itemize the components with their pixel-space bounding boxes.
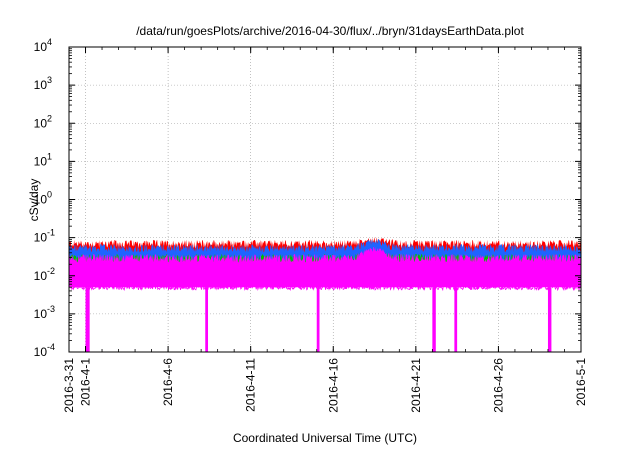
x-tick-label: 2016-4-1: [79, 358, 93, 406]
y-tick-label: 10: [34, 307, 48, 321]
y-tick-exponent: -1: [47, 228, 55, 238]
x-tick-label: 2016-4-11: [244, 358, 258, 412]
axis-ticks: [68, 46, 582, 353]
y-tick-label: 10: [34, 154, 48, 168]
chart-title: /data/run/goesPlots/archive/2016-04-30/f…: [136, 24, 524, 38]
series-magenta-band: [69, 246, 581, 288]
grid-lines: [69, 47, 581, 352]
y-tick-exponent: -4: [47, 342, 55, 352]
dropout-spike: [85, 287, 90, 352]
y-tick-label: 10: [34, 40, 48, 54]
y-tick-exponent: -3: [47, 304, 55, 314]
y-tick-base: 10: [34, 116, 48, 130]
y-tick-base: 10: [34, 231, 48, 245]
dropout-spike: [454, 287, 458, 352]
y-tick-label: 10: [34, 116, 48, 130]
y-tick-label: 10: [34, 231, 48, 245]
y-tick-base: 10: [34, 40, 48, 54]
y-tick-exponent: 3: [47, 75, 52, 85]
y-axis-label: cSv/day: [27, 179, 41, 222]
x-tick-label: 2016-4-21: [409, 358, 423, 413]
x-tick-label: 2016-5-1: [574, 358, 588, 406]
y-tick-base: 10: [34, 78, 48, 92]
x-tick-label: 2016-3-31: [62, 358, 76, 413]
y-tick-base: 10: [34, 345, 48, 359]
y-tick-exponent: 0: [47, 190, 52, 200]
y-tick-base: 10: [34, 307, 48, 321]
series-magenta-fringe: [68, 283, 582, 292]
y-tick-label: 10: [34, 269, 48, 283]
dropout-spike: [205, 287, 209, 352]
y-tick-base: 10: [34, 269, 48, 283]
x-tick-label: 2016-4-6: [161, 358, 175, 406]
x-tick-label: 2016-4-16: [326, 358, 340, 413]
y-tick-exponent: 2: [47, 113, 52, 123]
y-tick-base: 10: [34, 154, 48, 168]
y-tick-label: 10: [34, 193, 48, 207]
data-layer: [68, 237, 582, 352]
y-tick-exponent: 1: [47, 151, 52, 161]
x-tick-label: 2016-4-26: [491, 358, 505, 413]
y-tick-label: 10: [34, 78, 48, 92]
y-tick-exponent: -2: [47, 266, 55, 276]
y-tick-base: 10: [34, 193, 48, 207]
dropout-spike: [316, 287, 320, 352]
y-tick-label: 10: [34, 345, 48, 359]
dropout-spike: [432, 287, 436, 352]
x-axis-label: Coordinated Universal Time (UTC): [233, 431, 417, 445]
dropout-spike: [547, 287, 552, 352]
x-tick-labels: 2016-3-31 2016-4-1 2016-4-6 2016-4-11 2016-4…: [62, 358, 588, 413]
y-tick-exponent: 4: [47, 37, 52, 47]
